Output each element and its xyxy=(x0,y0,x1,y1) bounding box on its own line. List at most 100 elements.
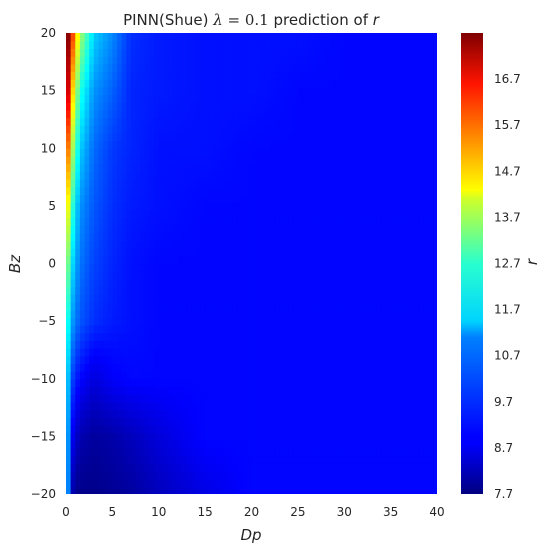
heatmap-cell xyxy=(70,463,76,472)
heatmap-cell xyxy=(191,40,197,49)
heatmap-cell xyxy=(219,194,225,203)
heatmap-cell xyxy=(390,286,396,295)
heatmap-cell xyxy=(89,486,95,494)
heatmap-cell xyxy=(130,209,137,218)
heatmap-cell xyxy=(66,463,72,472)
heatmap-cell xyxy=(413,309,420,318)
heatmap-cell xyxy=(339,155,345,165)
heatmap-cell xyxy=(172,424,178,434)
heatmap-cell xyxy=(149,240,155,249)
heatmap-cell xyxy=(413,432,420,441)
heatmap-cell xyxy=(117,386,123,395)
heatmap-cell xyxy=(163,278,169,288)
heatmap-cell xyxy=(311,478,318,487)
heatmap-cell xyxy=(214,217,220,226)
heatmap-cell xyxy=(256,432,262,441)
heatmap-cell xyxy=(209,132,215,142)
heatmap-cell xyxy=(195,478,202,487)
heatmap-cell xyxy=(98,40,104,49)
heatmap-cell xyxy=(209,432,215,441)
heatmap-cell xyxy=(70,424,76,434)
heatmap-cell xyxy=(154,263,160,272)
heatmap-cell xyxy=(334,171,341,180)
heatmap-cell xyxy=(246,186,253,195)
heatmap-cell xyxy=(279,371,285,380)
heatmap-cell xyxy=(219,271,225,280)
heatmap-cell xyxy=(237,386,243,395)
heatmap-cell xyxy=(372,155,378,165)
heatmap-cell xyxy=(251,409,257,418)
heatmap-cell xyxy=(135,255,141,265)
heatmap-cell xyxy=(283,324,290,334)
heatmap-cell xyxy=(404,432,410,441)
heatmap-cell xyxy=(381,432,387,441)
heatmap-cell xyxy=(246,409,253,418)
heatmap-cell xyxy=(339,240,345,249)
heatmap-cell xyxy=(362,417,369,426)
heatmap-cell xyxy=(186,217,192,226)
heatmap-cell xyxy=(432,132,437,142)
heatmap-cell xyxy=(297,155,304,165)
heatmap-cell xyxy=(427,163,433,172)
heatmap-cell xyxy=(330,440,336,449)
heatmap-cell xyxy=(130,424,137,434)
heatmap-cell xyxy=(404,102,410,111)
heatmap-cell xyxy=(409,63,415,73)
heatmap-cell xyxy=(307,486,313,494)
heatmap-cell xyxy=(423,309,429,318)
heatmap-cell xyxy=(409,340,415,349)
heatmap-cell xyxy=(307,225,313,234)
heatmap-cell xyxy=(385,240,392,249)
heatmap-cell xyxy=(214,409,220,418)
heatmap-cell xyxy=(135,317,141,326)
heatmap-cell xyxy=(93,286,100,295)
heatmap-cell xyxy=(339,94,345,103)
heatmap-cell xyxy=(209,248,215,257)
heatmap-cell xyxy=(307,109,313,119)
heatmap-cell xyxy=(427,424,433,434)
heatmap-cell xyxy=(172,409,178,418)
heatmap-cell xyxy=(348,263,355,272)
heatmap-cell xyxy=(274,440,280,449)
heatmap-cell xyxy=(75,40,81,49)
heatmap-cell xyxy=(307,301,313,311)
heatmap-cell xyxy=(385,417,392,426)
heatmap-cell xyxy=(219,486,225,494)
heatmap-cell xyxy=(256,394,262,403)
heatmap-cell xyxy=(321,301,327,311)
heatmap-cell xyxy=(334,401,341,411)
heatmap-cell xyxy=(376,447,382,457)
heatmap-cell xyxy=(279,409,285,418)
heatmap-cell xyxy=(93,48,100,57)
heatmap-cell xyxy=(265,317,271,326)
heatmap-cell xyxy=(181,163,188,172)
heatmap-cell xyxy=(339,301,345,311)
heatmap-cell xyxy=(395,217,401,226)
heatmap-cell xyxy=(404,94,410,103)
heatmap-cell xyxy=(288,378,294,388)
heatmap-cell xyxy=(274,309,280,318)
heatmap-cell xyxy=(93,340,100,349)
heatmap-cell xyxy=(172,194,178,203)
heatmap-cell xyxy=(172,178,178,188)
heatmap-cell xyxy=(214,470,220,480)
heatmap-cell xyxy=(311,417,318,426)
heatmap-cell xyxy=(246,94,253,103)
heatmap-cell xyxy=(418,324,424,334)
heatmap-cell xyxy=(358,140,364,149)
heatmap-cell xyxy=(274,324,280,334)
heatmap-cell xyxy=(158,117,164,126)
heatmap-cell xyxy=(381,56,387,65)
heatmap-cell xyxy=(321,378,327,388)
heatmap-cell xyxy=(427,301,433,311)
heatmap-cell xyxy=(325,155,331,165)
heatmap-cell xyxy=(66,171,72,180)
heatmap-cell xyxy=(246,455,253,464)
heatmap-cell xyxy=(75,463,81,472)
heatmap-cell xyxy=(93,263,100,272)
heatmap-cell xyxy=(334,294,341,303)
heatmap-cell xyxy=(223,194,229,203)
heatmap-cell xyxy=(177,232,183,242)
heatmap-cell xyxy=(93,447,100,457)
